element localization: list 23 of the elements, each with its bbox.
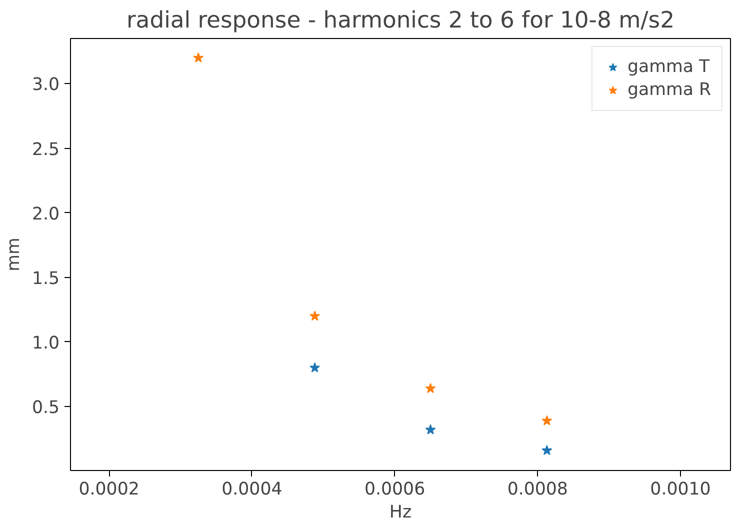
y-tick-label: 1.5	[32, 268, 60, 289]
x-tick-label: 0.0002	[78, 480, 140, 500]
y-axis-title: mm	[4, 238, 24, 272]
x-tick-label: 0.0006	[364, 480, 426, 500]
point	[310, 362, 320, 372]
point	[425, 382, 436, 394]
y-tick-label: 0.5	[32, 398, 60, 418]
point	[193, 52, 204, 62]
point	[425, 424, 436, 434]
point	[542, 444, 552, 456]
legend-label: gamma R	[627, 80, 711, 100]
x-tick-label: 0.0010	[650, 480, 711, 500]
legend-label: gamma T	[627, 57, 710, 77]
x-tick-label: 0.0008	[507, 480, 568, 500]
point	[310, 310, 320, 321]
point	[542, 415, 552, 426]
x-tick-label: 0.0004	[222, 480, 282, 500]
chart-title: radial response - harmonics 2 to 6 for 10-8 m/s2	[126, 8, 675, 34]
y-tick-label: 2.5	[32, 140, 60, 160]
x-axis-title: Hz	[389, 502, 412, 522]
y-tick-label: 3.0	[32, 75, 60, 96]
y-tick-label: 2.0	[32, 204, 60, 224]
y-tick-label: 1.0	[32, 334, 60, 354]
